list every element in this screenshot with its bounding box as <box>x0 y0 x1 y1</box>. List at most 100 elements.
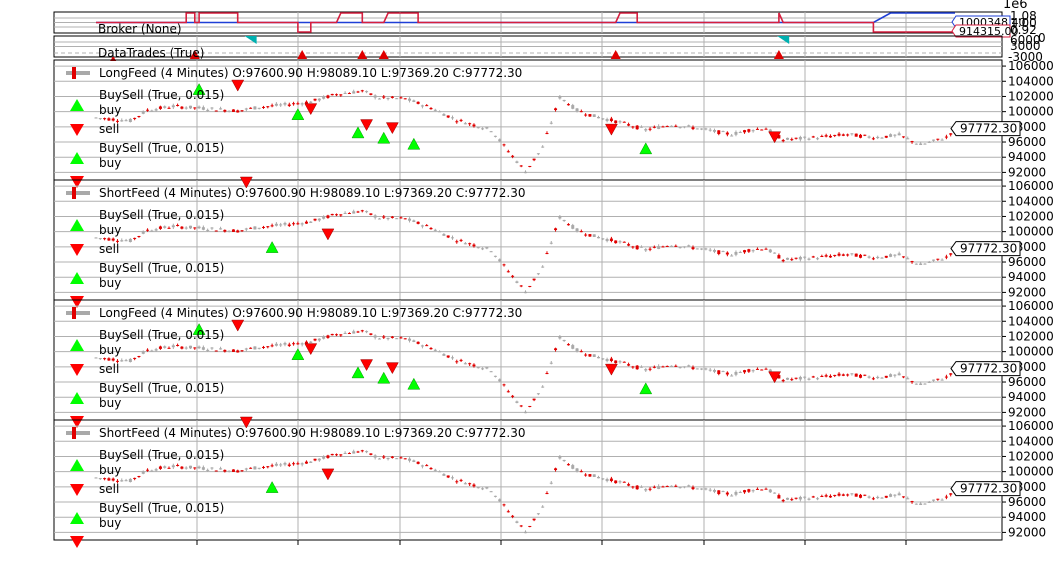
candle-body <box>506 151 510 153</box>
candle-body <box>515 161 519 163</box>
candle-body <box>528 525 532 527</box>
y-tick-label: 104000 <box>1008 314 1054 328</box>
broker-tick-label: 1.00 <box>1010 16 1037 30</box>
candle-body <box>347 93 351 95</box>
y-tick-label: 106000 <box>1008 179 1054 193</box>
candle-body <box>674 365 678 367</box>
y-tick-label: 106000 <box>1008 419 1054 433</box>
sell-signal-marker <box>231 319 245 332</box>
candle-body <box>296 463 300 465</box>
candle-body <box>639 126 643 128</box>
candle-body <box>657 126 661 129</box>
candle-body <box>605 358 609 362</box>
candle-body <box>373 215 377 218</box>
sell-signal-marker <box>239 416 253 429</box>
candle-body <box>554 108 558 111</box>
legend-entry: sell <box>99 362 119 376</box>
candle-body <box>274 343 278 346</box>
candle-body <box>193 227 197 229</box>
buy-signal-marker <box>192 323 206 335</box>
candle-body <box>906 258 910 260</box>
candle-body <box>863 134 867 136</box>
candle-body <box>498 259 502 262</box>
candle-body <box>794 377 798 379</box>
candle-body <box>601 238 605 240</box>
candle-body <box>223 229 227 232</box>
candle-body <box>150 350 154 352</box>
candle-body <box>279 224 283 226</box>
candle-body <box>416 221 420 224</box>
candle-body <box>665 125 669 127</box>
candle-body <box>420 345 424 347</box>
candle-body <box>755 128 759 130</box>
candle-body <box>390 456 394 458</box>
candle-body <box>884 255 888 258</box>
y-tick-label: 96000 <box>1008 495 1046 509</box>
candle-body <box>296 343 300 345</box>
candle-body <box>188 465 192 469</box>
candle-body <box>914 263 918 265</box>
candle-body <box>712 129 716 132</box>
candle-body <box>859 254 863 258</box>
candle-body <box>335 334 339 336</box>
candle-body <box>618 241 622 243</box>
candle-body <box>158 466 162 469</box>
last-price-tag-text: 97772.30 <box>960 242 1017 256</box>
candle-body <box>854 133 858 137</box>
last-price-tag-text: 97772.30 <box>960 362 1017 376</box>
candle-body <box>725 492 729 495</box>
candle-body <box>704 248 708 250</box>
candle-body <box>446 235 450 238</box>
candle-body <box>639 366 643 368</box>
candle-body <box>631 366 635 368</box>
candle-body <box>536 393 540 395</box>
candle-body <box>502 504 506 506</box>
candle-body <box>438 231 442 233</box>
candle-body <box>579 231 583 233</box>
buy-signal-marker <box>265 241 279 253</box>
datatrades-tick-label: -3000 <box>1008 50 1043 64</box>
candle-body <box>816 258 820 260</box>
candle-body <box>214 470 218 472</box>
candle-body <box>184 467 188 469</box>
candle-body <box>128 478 132 483</box>
candle-body <box>214 350 218 352</box>
candle-body <box>188 105 192 109</box>
candle-body <box>743 370 747 373</box>
candle-body <box>468 123 472 125</box>
candle-body <box>614 240 618 244</box>
candle-body <box>128 238 132 243</box>
candle-body <box>249 107 253 109</box>
candle-body <box>901 496 905 498</box>
candle-body <box>137 116 141 118</box>
buy-signal-marker <box>377 371 391 384</box>
candle-body <box>876 136 880 139</box>
candle-body <box>837 133 841 136</box>
candle-body <box>618 361 622 363</box>
candle-body <box>343 452 347 454</box>
feed-label: ShortFeed (4 Minutes) O:97600.90 H:98089… <box>99 186 525 200</box>
candle-body <box>326 455 330 458</box>
candle-body <box>253 226 257 230</box>
candle-body <box>227 470 231 472</box>
candle-body <box>382 456 386 458</box>
buy-signal-marker <box>291 348 305 360</box>
candle-body <box>609 358 613 361</box>
candle-body <box>584 354 588 356</box>
candle-body <box>721 251 725 253</box>
candle-body <box>932 139 936 141</box>
candle-body <box>940 259 944 261</box>
candle-body <box>433 469 437 471</box>
candle-body <box>777 375 781 379</box>
candle-body <box>755 368 759 370</box>
candle-body <box>566 104 570 106</box>
candle-body <box>846 254 850 256</box>
candle-body <box>867 256 871 258</box>
candle-body <box>841 494 845 496</box>
sell-legend-icon <box>70 176 84 188</box>
y-tick-label: 92000 <box>1008 405 1046 419</box>
candle-body <box>566 344 570 346</box>
candle-body <box>219 348 223 350</box>
y-tick-label: 104000 <box>1008 434 1054 448</box>
